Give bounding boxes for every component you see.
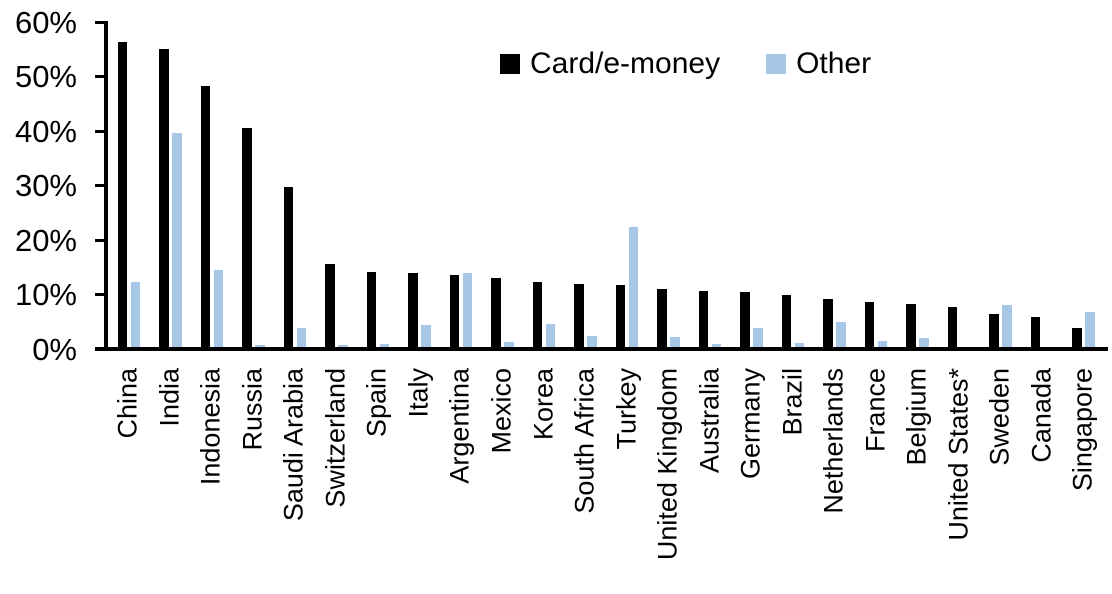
bar-card-e-money-netherlands xyxy=(823,298,833,349)
bar-other-saudi-arabia xyxy=(296,328,307,349)
bar-other-singapore xyxy=(1085,311,1095,349)
y-axis-tick-10 xyxy=(95,293,105,297)
bar-other-united-kingdom xyxy=(670,337,680,349)
bar-other-germany xyxy=(753,328,763,349)
bar-other-netherlands xyxy=(836,322,846,349)
x-axis-label-india: India xyxy=(154,368,185,427)
bar-card-e-money-singapore xyxy=(1072,327,1082,349)
x-axis-label-canada: Canada xyxy=(1026,368,1057,463)
x-axis-label-korea: Korea xyxy=(528,368,558,441)
x-axis-label-netherlands: Netherlands xyxy=(818,368,849,514)
x-axis-label-spain: Spain xyxy=(361,368,392,438)
bar-card-e-money-belgium xyxy=(906,304,916,349)
x-axis-label-united-kingdom: United Kingdom xyxy=(652,368,683,561)
x-axis-label-turkey: Turkey xyxy=(611,368,642,450)
bar-other-turkey xyxy=(628,226,639,349)
bar-card-e-money-china xyxy=(117,42,127,349)
chart-legend: Card/e-money Other xyxy=(500,47,871,81)
x-axis-label-saudi-arabia: Saudi Arabia xyxy=(278,368,309,522)
bar-card-e-money-spain xyxy=(366,271,377,349)
x-axis-label-brazil: Brazil xyxy=(777,368,808,436)
x-axis-label-indonesia: Indonesia xyxy=(195,368,226,486)
bar-other-italy xyxy=(421,325,431,349)
bar-card-e-money-argentina xyxy=(449,275,460,349)
y-axis-label-40: 40% xyxy=(14,113,77,149)
y-axis-label-10: 10% xyxy=(14,277,77,313)
bar-other-argentina xyxy=(462,273,473,349)
bar-other-france xyxy=(877,340,888,349)
y-axis-label-0: 0% xyxy=(32,331,77,367)
y-axis-label-50: 50% xyxy=(14,59,77,95)
bar-card-e-money-united-states xyxy=(947,306,958,349)
x-axis-label-mexico: Mexico xyxy=(486,368,517,454)
x-axis-label-australia: Australia xyxy=(694,368,725,474)
x-axis-line xyxy=(95,347,1108,351)
bar-card-e-money-canada xyxy=(1030,316,1041,349)
x-axis-label-russia: Russia xyxy=(237,368,268,451)
y-axis-tick-0 xyxy=(95,347,105,351)
y-axis-tick-20 xyxy=(95,238,105,242)
x-axis-label-switzerland: Switzerland xyxy=(320,368,351,508)
bar-other-korea xyxy=(545,324,556,349)
x-axis-label-italy: Italy xyxy=(403,368,434,418)
bar-card-e-money-korea xyxy=(532,282,543,349)
bar-card-e-money-saudi-arabia xyxy=(283,187,294,349)
bar-other-south-africa xyxy=(587,335,597,349)
x-axis-label-argentina: Argentina xyxy=(444,368,475,484)
x-axis-label-south-africa: South Africa xyxy=(569,368,600,514)
y-axis-label-60: 60% xyxy=(14,4,77,40)
bar-card-e-money-france xyxy=(864,301,875,349)
y-axis-label-20: 20% xyxy=(14,222,77,258)
bar-other-russia xyxy=(255,344,265,349)
bar-card-e-money-turkey xyxy=(615,285,626,349)
bar-card-e-money-italy xyxy=(408,272,418,349)
bar-card-e-money-switzerland xyxy=(325,264,335,349)
bar-card-e-money-brazil xyxy=(781,295,792,349)
bar-other-china xyxy=(130,282,140,349)
x-axis-label-belgium: Belgium xyxy=(901,368,932,466)
legend-label-card-e-money: Card/e-money xyxy=(530,47,721,80)
x-axis-label-china: China xyxy=(112,368,143,439)
bar-card-e-money-united-kingdom xyxy=(657,289,667,349)
bar-other-sweden xyxy=(1002,305,1012,349)
y-axis-tick-40 xyxy=(95,129,105,133)
bar-card-e-money-south-africa xyxy=(574,283,584,349)
x-axis-label-united-states: United States* xyxy=(943,368,974,541)
x-axis-label-germany: Germany xyxy=(735,368,766,480)
bar-other-belgium xyxy=(919,338,929,349)
bar-other-brazil xyxy=(794,343,805,349)
legend-swatch-other xyxy=(766,54,787,74)
bar-card-e-money-germany xyxy=(740,291,750,349)
x-axis-label-singapore: Singapore xyxy=(1067,368,1098,492)
bar-card-e-money-russia xyxy=(242,128,252,349)
bar-other-india xyxy=(172,133,182,349)
bar-other-indonesia xyxy=(213,270,224,349)
bar-other-australia xyxy=(711,343,722,349)
bar-card-e-money-indonesia xyxy=(200,86,211,349)
bar-other-spain xyxy=(379,344,390,349)
x-axis-label-sweden: Sweden xyxy=(984,368,1015,466)
bar-card-e-money-australia xyxy=(698,290,709,349)
y-axis-label-30: 30% xyxy=(14,168,77,204)
bar-card-e-money-mexico xyxy=(491,278,501,349)
x-axis-label-france: France xyxy=(860,368,891,453)
y-axis-line xyxy=(104,21,108,351)
legend-swatch-card-e-money xyxy=(500,54,520,74)
bar-card-e-money-india xyxy=(159,49,169,349)
y-axis-tick-50 xyxy=(95,75,105,79)
bar-card-e-money-sweden xyxy=(989,313,999,349)
bar-other-mexico xyxy=(504,341,514,349)
y-axis-tick-60 xyxy=(95,20,105,24)
y-axis-tick-30 xyxy=(95,184,105,188)
legend-label-other: Other xyxy=(796,47,872,80)
